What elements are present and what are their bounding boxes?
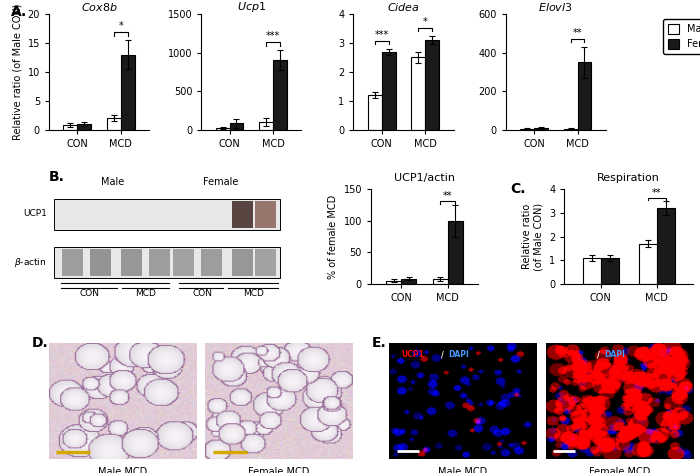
Bar — [386, 280, 401, 284]
Title: $\it{Cidea}$: $\it{Cidea}$ — [387, 1, 420, 13]
Title: $\it{Cox8b}$: $\it{Cox8b}$ — [80, 1, 118, 13]
Text: MCD: MCD — [244, 289, 265, 298]
Text: Female MCD: Female MCD — [248, 467, 309, 473]
Bar — [121, 54, 134, 130]
FancyBboxPatch shape — [54, 199, 280, 230]
Legend: Male, Female: Male, Female — [663, 19, 700, 54]
Bar — [64, 125, 77, 130]
Title: Respiration: Respiration — [597, 173, 660, 183]
Bar — [230, 123, 244, 130]
Text: Male MCD: Male MCD — [98, 467, 148, 473]
Text: UCP1: UCP1 — [23, 210, 47, 219]
Text: *: * — [118, 21, 123, 31]
Text: **: ** — [443, 191, 453, 201]
Text: B.: B. — [49, 170, 65, 184]
Bar — [256, 201, 276, 228]
Text: MCD: MCD — [135, 289, 156, 298]
Text: UCP1: UCP1 — [401, 350, 424, 359]
Bar — [657, 208, 675, 284]
Bar — [121, 249, 142, 276]
Text: A.: A. — [11, 5, 27, 19]
Bar — [173, 201, 194, 228]
Bar — [173, 249, 194, 276]
Bar — [232, 249, 253, 276]
Text: C.: C. — [510, 182, 526, 196]
Bar — [259, 122, 273, 130]
Text: D.: D. — [32, 336, 48, 350]
Bar — [639, 244, 657, 284]
FancyBboxPatch shape — [54, 247, 280, 278]
Bar — [121, 201, 142, 228]
Bar — [433, 279, 448, 284]
Text: Male: Male — [101, 177, 124, 187]
Text: CON: CON — [192, 289, 212, 298]
Text: **: ** — [573, 27, 582, 38]
Bar — [601, 258, 619, 284]
Bar — [62, 201, 83, 228]
Text: CON: CON — [79, 289, 99, 298]
Bar — [201, 201, 222, 228]
Bar — [534, 128, 548, 130]
Bar — [426, 40, 439, 130]
Text: /: / — [441, 350, 444, 359]
Title: UCP1/actin: UCP1/actin — [394, 173, 455, 183]
Bar — [412, 58, 426, 130]
Bar — [382, 52, 395, 130]
Title: $\it{Ucp1}$: $\it{Ucp1}$ — [237, 0, 266, 14]
Bar — [232, 201, 253, 228]
Bar — [107, 118, 121, 130]
Text: DAPI: DAPI — [448, 350, 469, 359]
Bar — [368, 95, 382, 130]
Bar — [578, 62, 592, 130]
Text: ***: *** — [266, 31, 280, 41]
Text: *: * — [423, 17, 428, 26]
Title: $\it{Elovl3}$: $\it{Elovl3}$ — [538, 1, 573, 13]
Bar — [149, 249, 170, 276]
Text: /: / — [597, 350, 600, 359]
Text: UCP1: UCP1 — [557, 350, 580, 359]
Text: ***: *** — [374, 30, 389, 40]
Text: Male MCD: Male MCD — [438, 467, 488, 473]
Bar — [62, 249, 83, 276]
Text: E.: E. — [372, 336, 386, 350]
Bar — [201, 249, 222, 276]
Y-axis label: Relative ratio
(of Male CON): Relative ratio (of Male CON) — [522, 202, 544, 271]
Text: Female MCD: Female MCD — [589, 467, 650, 473]
Text: Female: Female — [203, 177, 239, 187]
Bar — [583, 258, 601, 284]
Bar — [90, 201, 111, 228]
Y-axis label: Relative ratio (of Male CON): Relative ratio (of Male CON) — [12, 4, 22, 140]
Text: $\beta$-actin: $\beta$-actin — [14, 256, 47, 270]
Bar — [256, 249, 276, 276]
Text: **: ** — [652, 188, 662, 198]
Bar — [149, 201, 170, 228]
Bar — [90, 249, 111, 276]
Y-axis label: % of female MCD: % of female MCD — [328, 194, 338, 279]
Bar — [273, 61, 287, 130]
Bar — [448, 221, 463, 284]
Bar — [216, 128, 230, 130]
Bar — [564, 129, 577, 130]
Bar — [520, 129, 534, 130]
Text: DAPI: DAPI — [605, 350, 625, 359]
Bar — [77, 124, 91, 130]
Bar — [401, 279, 416, 284]
